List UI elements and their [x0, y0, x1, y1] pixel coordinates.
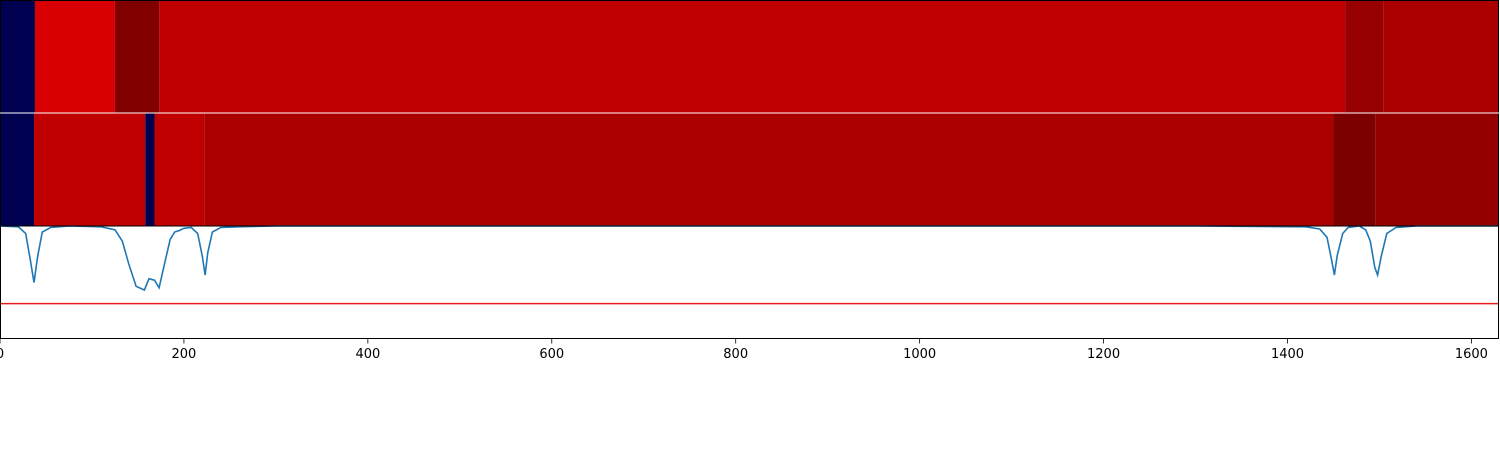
panel-frames: [0, 0, 1499, 339]
heatmap-top-strip: [0, 0, 1499, 113]
heatmap-2-cell-5: [1333, 113, 1376, 226]
x-tick-label-200: 200: [172, 347, 197, 362]
heatmap-2-cell-6: [1375, 113, 1499, 226]
heatmap-2-cell-0: [0, 113, 35, 226]
x-tick-label-0: 0: [0, 347, 4, 362]
heatmap-2-cell-2: [145, 113, 155, 226]
signal-line: [0, 225, 1499, 292]
heatmap-2-cell-1: [34, 113, 146, 226]
x-tick-label-800: 800: [723, 347, 748, 362]
line-plot-panel: [0, 225, 1499, 339]
heatmap-1-cell-5: [1383, 0, 1499, 113]
heatmap-1-cell-0: [0, 0, 35, 113]
line-plot-background: [0, 226, 1499, 339]
heatmap-1-cell-3: [159, 0, 1346, 113]
x-tick-label-1600: 1600: [1455, 347, 1488, 362]
x-tick-label-400: 400: [355, 347, 380, 362]
heatmap-1-cell-4: [1345, 0, 1384, 113]
heatmap-1-cell-2: [114, 0, 160, 113]
heatmap-1-cell-1: [34, 0, 115, 113]
heatmap-2-cell-4: [204, 113, 1334, 226]
x-tick-label-1400: 1400: [1271, 347, 1304, 362]
x-tick-label-600: 600: [539, 347, 564, 362]
x-axis: 0 200 400 600 800 1000 1200 1400 1600: [0, 339, 1488, 362]
heatmap-2-cell-3: [154, 113, 205, 226]
outer-frame: [0, 0, 1499, 339]
heatmap-middle-strip: [0, 113, 1499, 226]
x-tick-label-1000: 1000: [903, 347, 936, 362]
x-tick-label-1200: 1200: [1087, 347, 1120, 362]
